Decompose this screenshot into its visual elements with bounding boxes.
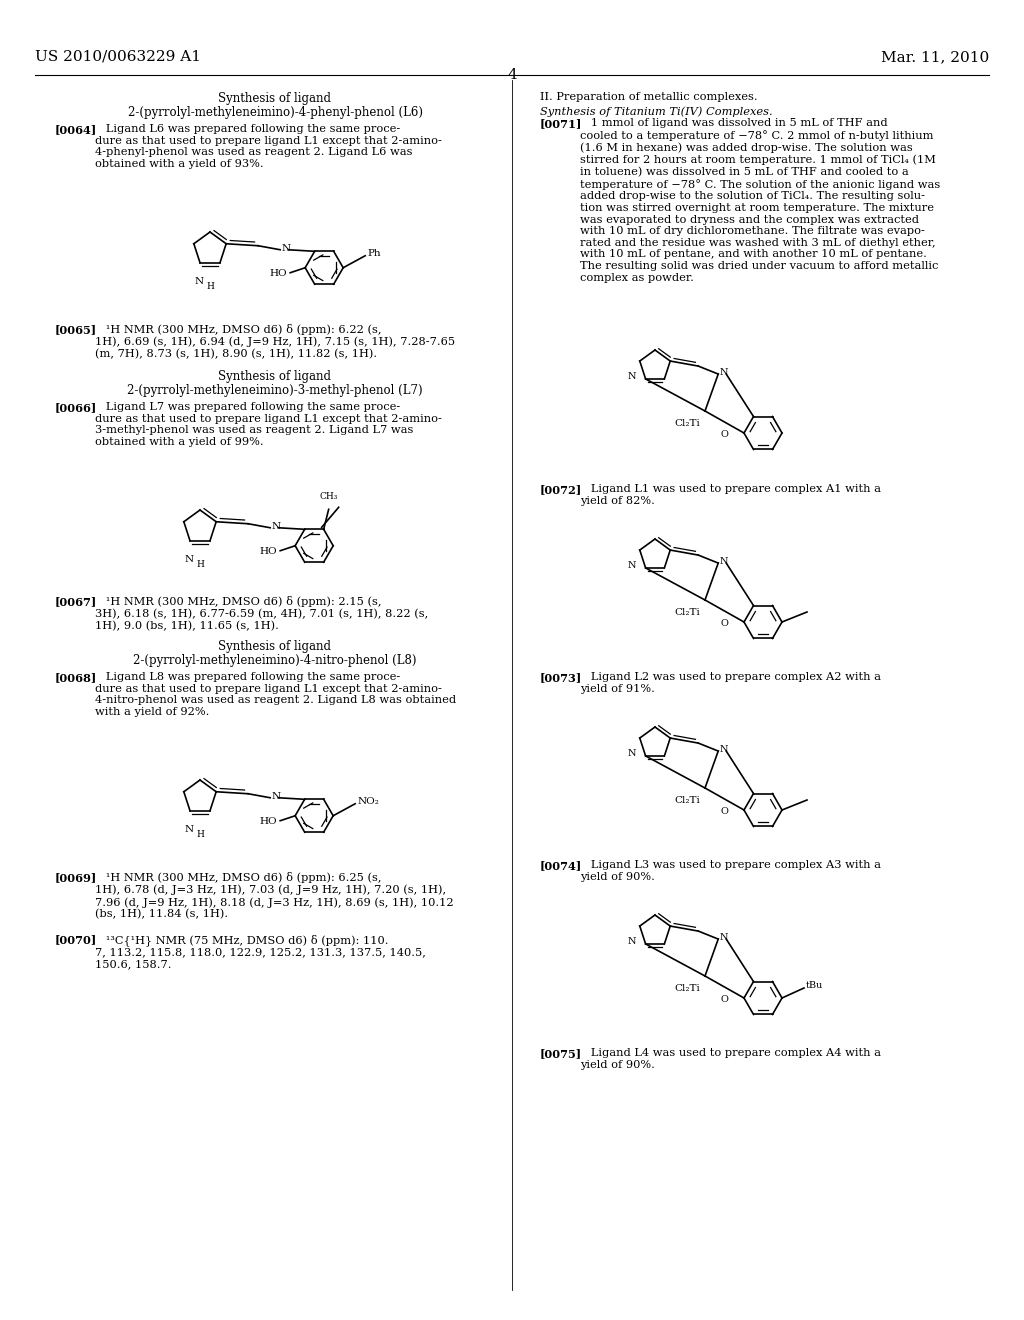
- Text: N: N: [627, 561, 636, 570]
- Text: US 2010/0063229 A1: US 2010/0063229 A1: [35, 50, 201, 63]
- Text: Cl₂Ti: Cl₂Ti: [674, 418, 700, 428]
- Text: N: N: [184, 825, 194, 834]
- Text: Synthesis of ligand: Synthesis of ligand: [218, 370, 332, 383]
- Text: [0072]: [0072]: [540, 484, 583, 495]
- Text: HO: HO: [259, 817, 278, 826]
- Text: [0075]: [0075]: [540, 1048, 582, 1059]
- Text: 4: 4: [507, 69, 517, 82]
- Text: Ligand L1 was used to prepare complex A1 with a
yield of 82%.: Ligand L1 was used to prepare complex A1…: [580, 484, 881, 506]
- Text: N: N: [719, 932, 728, 941]
- Text: N: N: [271, 792, 281, 801]
- Text: Synthesis of ligand: Synthesis of ligand: [218, 640, 332, 653]
- Text: [0067]: [0067]: [55, 597, 97, 607]
- Text: N: N: [719, 744, 728, 754]
- Text: N: N: [195, 277, 204, 285]
- Text: N: N: [627, 750, 636, 759]
- Text: Ligand L7 was prepared following the same proce-
dure as that used to prepare li: Ligand L7 was prepared following the sam…: [95, 403, 442, 446]
- Text: HO: HO: [269, 269, 287, 279]
- Text: N: N: [719, 557, 728, 565]
- Text: [0064]: [0064]: [55, 124, 97, 135]
- Text: H: H: [196, 560, 204, 569]
- Text: O: O: [721, 995, 728, 1005]
- Text: ¹³C{¹H} NMR (75 MHz, DMSO d6) δ (ppm): 110.
7, 113.2, 115.8, 118.0, 122.9, 125.2: ¹³C{¹H} NMR (75 MHz, DMSO d6) δ (ppm): 1…: [95, 935, 426, 969]
- Text: NO₂: NO₂: [357, 797, 379, 807]
- Text: [0068]: [0068]: [55, 672, 97, 682]
- Text: 2-(pyrrolyl-methyleneimino)-4-nitro-phenol (L8): 2-(pyrrolyl-methyleneimino)-4-nitro-phen…: [133, 653, 417, 667]
- Text: Synthesis of Titanium Ti(IV) Complexes.: Synthesis of Titanium Ti(IV) Complexes.: [540, 106, 773, 116]
- Text: Ligand L2 was used to prepare complex A2 with a
yield of 91%.: Ligand L2 was used to prepare complex A2…: [580, 672, 881, 693]
- Text: Ligand L4 was used to prepare complex A4 with a
yield of 90%.: Ligand L4 was used to prepare complex A4…: [580, 1048, 881, 1069]
- Text: H: H: [196, 830, 204, 838]
- Text: Ligand L8 was prepared following the same proce-
dure as that used to prepare li: Ligand L8 was prepared following the sam…: [95, 672, 456, 717]
- Text: 2-(pyrrolyl-methyleneimino)-4-phenyl-phenol (L6): 2-(pyrrolyl-methyleneimino)-4-phenyl-phe…: [128, 106, 423, 119]
- Text: Cl₂Ti: Cl₂Ti: [674, 983, 700, 993]
- Text: N: N: [282, 244, 290, 253]
- Text: Mar. 11, 2010: Mar. 11, 2010: [881, 50, 989, 63]
- Text: Cl₂Ti: Cl₂Ti: [674, 609, 700, 616]
- Text: 1 mmol of ligand was dissolved in 5 mL of THF and
cooled to a temperature of −78: 1 mmol of ligand was dissolved in 5 mL o…: [580, 117, 940, 282]
- Text: II. Preparation of metallic complexes.: II. Preparation of metallic complexes.: [540, 92, 758, 102]
- Text: Cl₂Ti: Cl₂Ti: [674, 796, 700, 805]
- Text: [0074]: [0074]: [540, 861, 583, 871]
- Text: [0071]: [0071]: [540, 117, 583, 129]
- Text: ¹H NMR (300 MHz, DMSO d6) δ (ppm): 2.15 (s,
3H), 6.18 (s, 1H), 6.77-6.59 (m, 4H): ¹H NMR (300 MHz, DMSO d6) δ (ppm): 2.15 …: [95, 597, 428, 631]
- Text: 2-(pyrrolyl-methyleneimino)-3-methyl-phenol (L7): 2-(pyrrolyl-methyleneimino)-3-methyl-phe…: [127, 384, 423, 397]
- Text: N: N: [627, 937, 636, 946]
- Text: N: N: [627, 372, 636, 381]
- Text: tBu: tBu: [806, 982, 823, 990]
- Text: ¹H NMR (300 MHz, DMSO d6) δ (ppm): 6.25 (s,
1H), 6.78 (d, J=3 Hz, 1H), 7.03 (d, : ¹H NMR (300 MHz, DMSO d6) δ (ppm): 6.25 …: [95, 873, 454, 920]
- Text: [0070]: [0070]: [55, 935, 97, 945]
- Text: N: N: [184, 554, 194, 564]
- Text: O: O: [721, 807, 728, 816]
- Text: Ligand L3 was used to prepare complex A3 with a
yield of 90%.: Ligand L3 was used to prepare complex A3…: [580, 861, 881, 882]
- Text: Synthesis of ligand: Synthesis of ligand: [218, 92, 332, 106]
- Text: CH₃: CH₃: [319, 492, 338, 502]
- Text: HO: HO: [259, 548, 278, 556]
- Text: N: N: [719, 367, 728, 376]
- Text: ¹H NMR (300 MHz, DMSO d6) δ (ppm): 6.22 (s,
1H), 6.69 (s, 1H), 6.94 (d, J=9 Hz, : ¹H NMR (300 MHz, DMSO d6) δ (ppm): 6.22 …: [95, 323, 455, 359]
- Text: [0073]: [0073]: [540, 672, 583, 682]
- Text: Ligand L6 was prepared following the same proce-
dure as that used to prepare li: Ligand L6 was prepared following the sam…: [95, 124, 442, 169]
- Text: N: N: [271, 523, 281, 531]
- Text: [0069]: [0069]: [55, 873, 97, 883]
- Text: [0065]: [0065]: [55, 323, 97, 335]
- Text: O: O: [721, 619, 728, 628]
- Text: [0066]: [0066]: [55, 403, 97, 413]
- Text: Ph: Ph: [368, 249, 381, 259]
- Text: O: O: [721, 430, 728, 440]
- Text: H: H: [206, 281, 214, 290]
